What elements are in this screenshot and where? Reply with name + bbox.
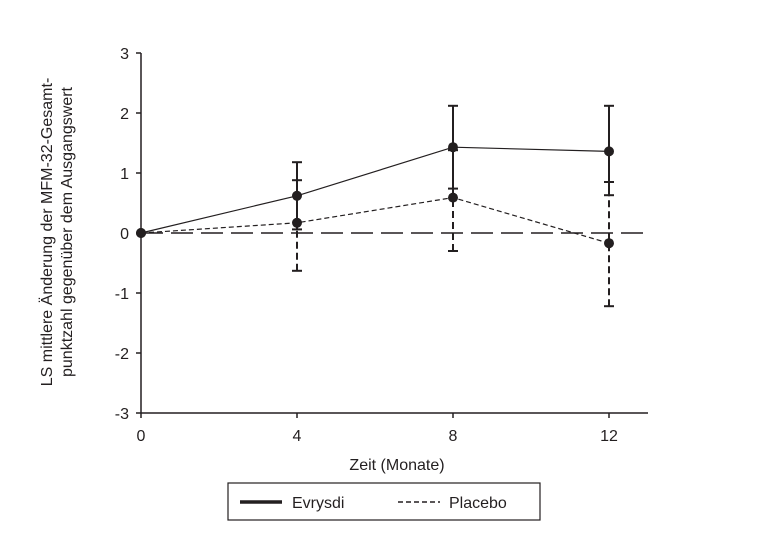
series-line-evrysdi (140, 146, 610, 234)
x-axis-label: Zeit (Monate) (349, 457, 444, 474)
y-tick-label: 1 (120, 166, 129, 183)
data-point-placebo (292, 217, 302, 228)
x-tick-label: 4 (293, 428, 302, 445)
y-tick-label: -3 (115, 406, 129, 423)
x-tick-label: 12 (600, 428, 618, 445)
y-tick-label: -2 (115, 346, 129, 363)
legend: Evrysdi Placebo (227, 482, 541, 521)
y-tick-label: 2 (120, 106, 129, 123)
legend-label-placebo: Placebo (449, 495, 507, 512)
y-tick-label: 3 (120, 46, 129, 63)
data-point-evrysdi (604, 146, 614, 157)
y-tick-label: -1 (115, 286, 129, 303)
x-tick-label: 8 (449, 428, 458, 445)
x-tick-label: 0 (137, 428, 146, 445)
data-point-placebo (604, 238, 614, 249)
series-line-placebo (140, 196, 610, 244)
y-tick-label: 0 (120, 226, 129, 243)
y-axis-label-line-1: LS mittlere Änderung der MFM-32-Gesamt- (38, 78, 56, 387)
legend-label-evrysdi: Evrysdi (292, 495, 344, 512)
y-axis-label-line-2: punktzahl gegenüber dem Ausgangswert (59, 86, 76, 377)
data-point-placebo (136, 228, 146, 238)
data-point-placebo (448, 192, 458, 203)
data-point-evrysdi (292, 190, 302, 201)
